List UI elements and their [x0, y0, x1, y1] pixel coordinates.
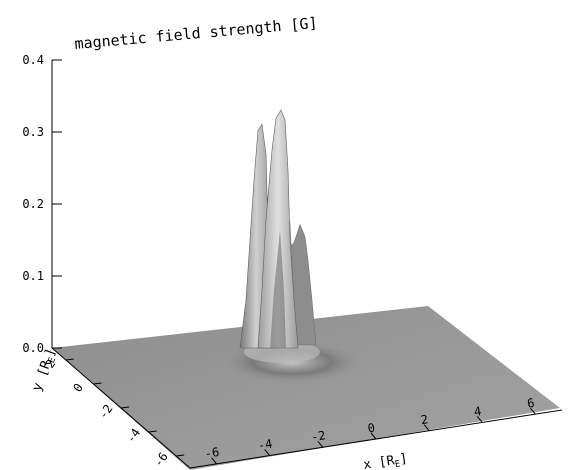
z-tick-label: 0.0 — [22, 341, 44, 355]
x-tick-mark — [317, 440, 324, 448]
y-tick-mark — [65, 358, 74, 361]
y-tick-mark — [148, 430, 157, 433]
x-tick-label: -4 — [257, 437, 273, 453]
x-axis-label-close: ] — [399, 451, 409, 467]
z-tick-label: 0.2 — [22, 197, 44, 211]
x-tick-label: 4 — [473, 404, 482, 419]
y-tick-label: -6 — [151, 450, 171, 470]
x-axis-label-main: x [R — [362, 453, 395, 470]
x-tick-label: 6 — [526, 396, 535, 411]
x-tick-label: -6 — [204, 445, 220, 461]
z-tick-label: 0.4 — [22, 53, 44, 67]
y-axis-label-main: y [R — [30, 359, 55, 394]
z-tick-label: 0.1 — [22, 269, 44, 283]
x-axis-ticks: -6 -4 -2 0 2 4 6 — [204, 396, 536, 465]
x-tick-mark — [530, 407, 536, 415]
chart-title: magnetic field strength [G] — [74, 14, 318, 53]
surface-spikes — [239, 109, 317, 349]
x-tick-mark — [370, 432, 377, 440]
x-tick-mark — [211, 457, 217, 465]
y-tick-mark — [120, 406, 130, 409]
y-tick-label: -4 — [123, 426, 143, 446]
z-axis-ticks: 0.0 0.1 0.2 0.3 0.4 — [22, 53, 62, 355]
x-tick-label: 2 — [420, 412, 429, 427]
x-tick-label: 0 — [367, 421, 376, 436]
x-axis-label: x [RE] — [362, 451, 409, 470]
x-tick-mark — [423, 424, 430, 432]
x-tick-mark — [264, 449, 271, 456]
x-tick-label: -2 — [310, 428, 326, 444]
surface-base-plane — [52, 306, 560, 470]
surface-peak-center — [257, 109, 299, 349]
x-tick-mark — [476, 416, 483, 423]
y-axis-label-sub: E — [47, 356, 58, 365]
y-tick-mark — [93, 382, 102, 385]
surface-peak-shadow — [270, 230, 286, 348]
y-tick-label: 0 — [70, 381, 86, 395]
x-axis-label-sub: E — [394, 459, 401, 470]
y-tick-label: -2 — [96, 402, 116, 422]
y-tick-mark — [176, 454, 185, 457]
z-tick-label: 0.3 — [22, 125, 44, 139]
